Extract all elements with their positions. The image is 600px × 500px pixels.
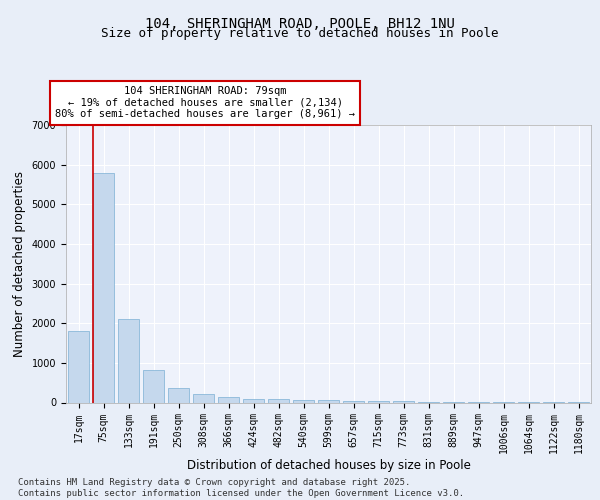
Bar bbox=[118, 320, 139, 402]
Bar bbox=[93, 172, 114, 402]
Bar bbox=[343, 400, 364, 402]
Y-axis label: Number of detached properties: Number of detached properties bbox=[13, 171, 26, 357]
Bar bbox=[318, 400, 339, 402]
Bar bbox=[218, 398, 239, 402]
Bar bbox=[68, 331, 89, 402]
Bar bbox=[143, 370, 164, 402]
Bar bbox=[293, 400, 314, 402]
X-axis label: Distribution of detached houses by size in Poole: Distribution of detached houses by size … bbox=[187, 459, 470, 472]
Text: Size of property relative to detached houses in Poole: Size of property relative to detached ho… bbox=[101, 28, 499, 40]
Bar bbox=[193, 394, 214, 402]
Text: 104 SHERINGHAM ROAD: 79sqm
← 19% of detached houses are smaller (2,134)
80% of s: 104 SHERINGHAM ROAD: 79sqm ← 19% of deta… bbox=[55, 86, 355, 120]
Bar bbox=[368, 400, 389, 402]
Bar bbox=[168, 388, 189, 402]
Bar bbox=[268, 399, 289, 402]
Bar bbox=[243, 398, 264, 402]
Text: Contains HM Land Registry data © Crown copyright and database right 2025.
Contai: Contains HM Land Registry data © Crown c… bbox=[18, 478, 464, 498]
Text: 104, SHERINGHAM ROAD, POOLE, BH12 1NU: 104, SHERINGHAM ROAD, POOLE, BH12 1NU bbox=[145, 18, 455, 32]
